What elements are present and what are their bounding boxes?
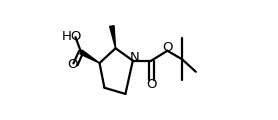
Text: O: O <box>163 41 173 54</box>
Text: O: O <box>146 78 157 91</box>
Text: O: O <box>67 58 78 71</box>
Text: N: N <box>130 51 140 64</box>
Polygon shape <box>80 50 100 63</box>
Polygon shape <box>110 26 116 48</box>
Text: HO: HO <box>61 30 82 43</box>
